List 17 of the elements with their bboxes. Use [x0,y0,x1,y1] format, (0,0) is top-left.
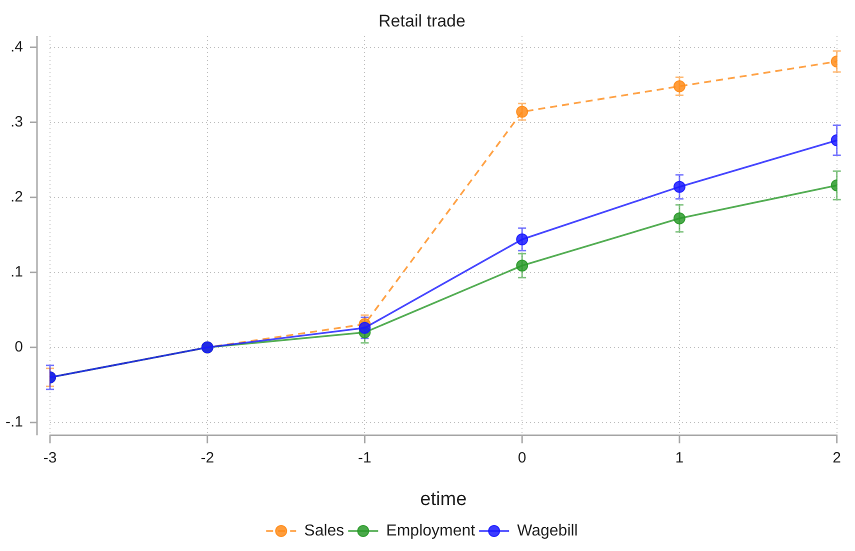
y-tick-label: .3 [10,113,23,130]
x-tick-label: -1 [358,449,372,466]
x-tick-label: 0 [518,449,526,466]
x-tick-label: -2 [200,449,214,466]
x-tick-label: 2 [832,449,841,466]
x-axis-title: etime [420,488,467,510]
legend-label: Sales [304,522,344,540]
y-tick-label: -.1 [5,414,23,431]
y-tick-label: 0 [14,338,23,356]
x-tick-label: -3 [43,449,57,466]
x-tick-label: 1 [675,449,684,466]
chart-title: Retail trade [378,11,466,30]
y-tick-label: .2 [10,188,23,206]
legend-label: Wagebill [517,522,578,540]
legend-label: Employment [386,522,476,540]
y-tick-label: .4 [10,38,23,56]
y-tick-label: .1 [10,264,23,281]
